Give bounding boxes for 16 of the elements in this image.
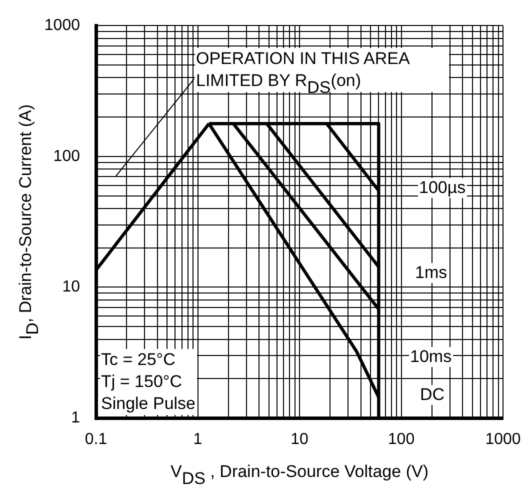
- x-tick-label: 100: [388, 431, 415, 448]
- y-tick-label: 1: [71, 409, 80, 426]
- x-tick-label: 0.1: [84, 431, 108, 448]
- y-tick-label: 1000: [44, 17, 80, 34]
- annotation: DC: [419, 385, 446, 405]
- annotation: 10ms: [409, 347, 453, 367]
- x-tick-label: 1000: [485, 431, 521, 448]
- y-tick-label: 10: [62, 278, 80, 296]
- annotation: 100µs: [418, 178, 467, 198]
- x-tick-label: 10: [290, 431, 308, 448]
- annotation: Tc = 25°C: [101, 350, 176, 369]
- x-tick-label: 1: [193, 431, 202, 448]
- annotation: Tj = 150°C: [101, 372, 182, 391]
- y-tick-label: 100: [53, 148, 80, 165]
- annotation: 1ms: [414, 263, 448, 283]
- annotation: Single Pulse: [101, 394, 196, 413]
